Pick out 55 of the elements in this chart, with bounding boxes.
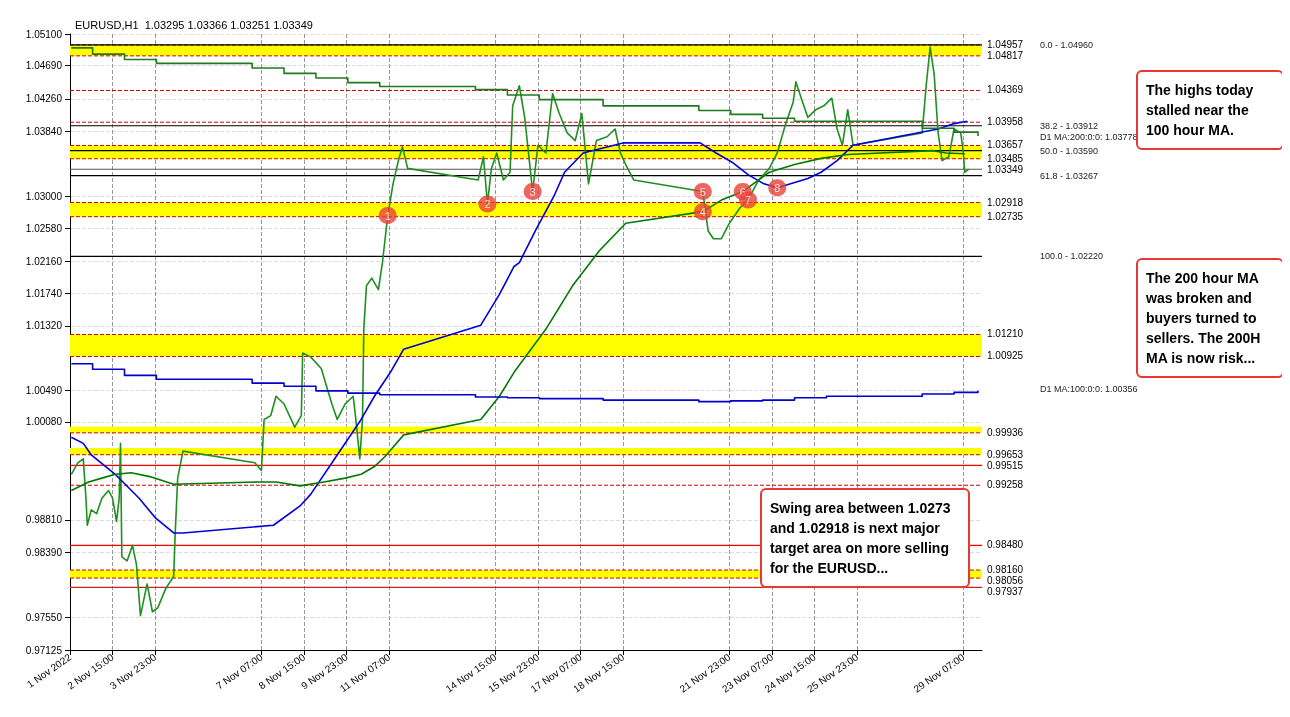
ref-line-label: 0.99936 [987,426,1024,438]
ref-line-label: 1.04957 [987,39,1024,51]
text: 61.8 - 1.03267 [1040,171,1099,181]
annotation: 2 [484,197,491,210]
ref-line-label: 1.03485 [987,152,1024,164]
line-series [70,149,966,492]
ref-line-label: 0.99258 [987,479,1024,491]
y-tick-label: 1.02160 [25,255,63,267]
annotation: Swing area between 1.0273 and 1.02918 is next major target area on more selling for the EURUSD... [770,500,955,576]
ref-line-label: 1.04369 [987,84,1024,96]
y-tick-label: 1.03000 [25,190,63,202]
line-series [70,120,969,534]
text: The highs today stalled near the 100 hour MA. [1146,82,1258,138]
annotation: 5 [699,185,706,198]
ref-line-label: 0.97937 [987,586,1024,598]
y-tick-label: 1.04690 [25,60,63,72]
y-tick-label: 1.02580 [25,223,63,235]
y-tick-label: 1.05100 [25,28,63,40]
ref-line-label: 0.98480 [987,539,1024,551]
y-tick-label: 1.04260 [25,93,63,105]
line-series [70,46,970,617]
y-tick-label: 1.01740 [25,288,63,300]
y-tick-label: 1.03840 [25,125,63,137]
annotation: 7 [744,194,752,207]
ref-line-label: 1.02735 [987,210,1024,222]
y-tick-label: 0.97550 [25,611,63,623]
text: 50.0 - 1.03590 [1040,146,1099,156]
ref-line-label: 1.03349 [987,163,1024,175]
ref-line-label: 0.98160 [987,564,1024,576]
annotation: 3 [529,185,536,198]
ref-line-label: 1.01210 [987,328,1024,340]
ref-line-label: 1.03958 [987,116,1024,128]
annotation: 6 [739,185,746,198]
ref-line-label: 0.99515 [987,459,1024,471]
ref-line-label: 0.99653 [987,448,1024,460]
y-tick-label: 0.97125 [25,644,63,656]
ref-line-label: 1.03657 [987,139,1024,151]
annotation: 4 [699,205,706,218]
annotation: 1 [384,209,391,222]
text: 38.2 - 1.03912 [1040,121,1099,131]
annotation: 8 [774,181,781,194]
chart-title: EURUSD,H1 1.03295 1.03366 1.03251 1.03349 [75,18,313,31]
text: 100.0 - 1.02220 [1040,251,1104,261]
ref-line-label: 1.04817 [987,50,1024,62]
ref-line-label: 1.02918 [987,196,1024,208]
text: D1 MA:100:0:0: 1.00356 [1040,384,1138,394]
ref-line-label: 1.00925 [987,350,1024,362]
text: The 200 hour MA was broken and buyers turned to sellers. The 200H MA is now risk... [1145,270,1265,366]
y-tick-label: 1.00490 [25,384,63,396]
ref-line-label: 0.98056 [987,575,1024,587]
text: 0.0 - 1.04960 [1040,40,1094,50]
y-tick-label: 1.00080 [25,416,63,428]
y-tick-label: 0.98390 [25,546,63,558]
y-tick-label: 1.01320 [25,320,63,332]
y-tick-label: 0.98810 [25,514,63,526]
